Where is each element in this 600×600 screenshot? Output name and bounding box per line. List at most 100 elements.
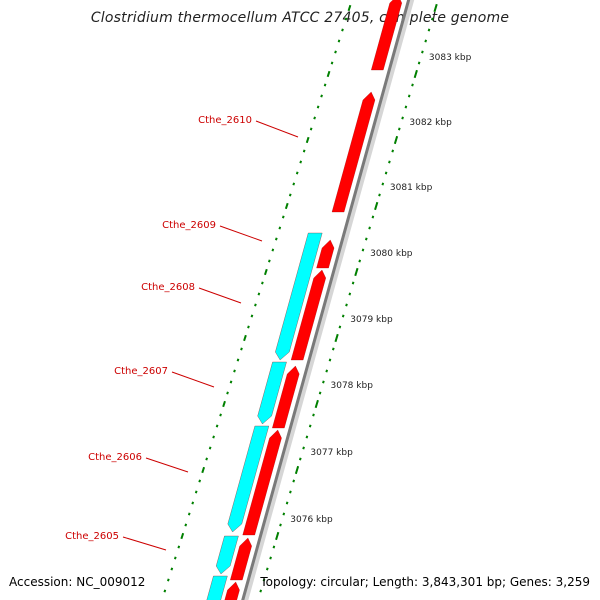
gc-track-tick bbox=[264, 268, 268, 276]
forward-gene-arrow bbox=[242, 429, 282, 536]
gc-track-tick bbox=[222, 400, 226, 408]
gc-track-tick bbox=[177, 545, 181, 549]
gene-group bbox=[206, 0, 402, 600]
outer-scale-track-tick bbox=[308, 424, 312, 428]
gc-track-tick bbox=[295, 171, 299, 175]
outer-scale-track-tick bbox=[341, 314, 345, 318]
reverse-gene-arrow bbox=[275, 232, 323, 361]
gc-track-tick bbox=[302, 149, 306, 153]
outer-scale-track-tick bbox=[322, 380, 325, 384]
gc-track-tick bbox=[247, 325, 250, 329]
gene-label: Cthe_2605 bbox=[65, 531, 119, 542]
forward-gene-arrow bbox=[224, 581, 240, 600]
gene-label-leader bbox=[122, 536, 167, 551]
gc-track-tick bbox=[170, 567, 174, 571]
gc-track-tick bbox=[261, 281, 264, 285]
gc-track-tick bbox=[292, 182, 296, 186]
gene-label: Cthe_2610 bbox=[198, 115, 252, 126]
gc-track-tick bbox=[163, 589, 167, 593]
outer-scale-track-tick bbox=[378, 193, 381, 197]
reverse-gene-arrow bbox=[206, 575, 228, 600]
gene-label-leader bbox=[171, 371, 215, 388]
gc-track-tick bbox=[194, 490, 198, 494]
outer-scale-track-tick bbox=[354, 267, 359, 277]
reverse-gene-arrow bbox=[216, 535, 239, 575]
outer-scale-track-tick bbox=[358, 259, 362, 263]
gc-track-tick bbox=[254, 303, 257, 307]
gene-label-leader bbox=[219, 225, 263, 242]
outer-scale-track-tick bbox=[364, 237, 368, 241]
outer-scale-track-tick bbox=[265, 567, 269, 571]
forward-gene-arrow bbox=[272, 365, 300, 429]
gene-label: Cthe_2608 bbox=[141, 282, 195, 293]
gc-track-tick bbox=[201, 466, 206, 474]
gene-label-leader bbox=[145, 457, 189, 473]
outer-scale-track-tick bbox=[371, 215, 375, 219]
gc-track-tick bbox=[278, 226, 282, 230]
scale-label: 3083 kbp bbox=[429, 53, 472, 63]
gc-track-tick bbox=[236, 358, 240, 362]
outer-scale-track-tick bbox=[424, 39, 428, 43]
outer-scale-track-tick bbox=[348, 292, 352, 296]
outer-scale-track-tick bbox=[262, 578, 266, 582]
gc-track-tick bbox=[215, 424, 219, 428]
gene-label: Cthe_2606 bbox=[88, 452, 142, 463]
outer-scale-track-tick bbox=[345, 303, 348, 307]
gc-track-tick bbox=[330, 61, 334, 65]
outer-scale-track-tick bbox=[381, 182, 385, 186]
gc-track-tick bbox=[337, 39, 341, 43]
gc-track-tick bbox=[341, 28, 344, 32]
label-group: 3083 kbp 3082 kbp 3081 kbp 3080 kbp 3079 kbp… bbox=[65, 53, 471, 542]
gc-track-tick bbox=[299, 160, 303, 164]
gc-track-tick bbox=[229, 380, 233, 384]
outer-scale-track-tick bbox=[314, 399, 319, 409]
outer-scale-track-tick bbox=[397, 127, 401, 131]
gc-track-tick bbox=[208, 446, 212, 450]
backbone-shadow bbox=[243, 0, 415, 600]
scale-label: 3077 kbp bbox=[310, 448, 353, 458]
outer-scale-track-tick bbox=[285, 501, 289, 505]
gc-track-tick bbox=[281, 215, 285, 219]
scale-label: 3080 kbp bbox=[370, 249, 413, 259]
gc-track-tick bbox=[268, 259, 271, 263]
outer-scale-track-tick bbox=[401, 116, 404, 120]
outer-scale-track-tick bbox=[361, 248, 365, 252]
outer-scale-track-tick bbox=[259, 589, 263, 593]
outer-scale-track-tick bbox=[417, 61, 421, 65]
gc-track-tick bbox=[305, 136, 310, 144]
gc-track-tick bbox=[344, 17, 348, 21]
outer-scale-track-tick bbox=[325, 369, 329, 373]
gc-track-tick bbox=[274, 237, 278, 241]
gc-track-tick bbox=[334, 50, 337, 54]
outer-scale-track-tick bbox=[391, 149, 395, 153]
forward-gene-arrow bbox=[290, 269, 326, 361]
outer-scale-track-tick bbox=[302, 446, 305, 450]
gc-track-tick bbox=[257, 292, 261, 296]
outer-scale-track-tick bbox=[305, 435, 309, 439]
reverse-gene-arrow bbox=[257, 361, 287, 425]
leader-group bbox=[122, 120, 299, 551]
gc-track-tick bbox=[243, 334, 247, 342]
scale-label: 3081 kbp bbox=[390, 183, 433, 193]
outer-scale-track-tick bbox=[275, 531, 280, 541]
scale-label: 3076 kbp bbox=[290, 515, 333, 525]
gc-track-tick bbox=[212, 435, 215, 439]
forward-gene-arrow bbox=[331, 91, 376, 213]
gc-track-tick bbox=[191, 501, 195, 505]
gene-label-leader bbox=[255, 120, 299, 138]
outer-scale-track-tick bbox=[368, 226, 371, 230]
outer-scale-track-tick bbox=[411, 83, 414, 87]
outer-scale-track-tick bbox=[298, 457, 302, 461]
outer-scale-track-tick bbox=[272, 545, 276, 549]
outer-scale-track-tick bbox=[427, 28, 431, 32]
gc-track-tick bbox=[347, 4, 352, 12]
gc-track-tick bbox=[326, 70, 331, 78]
scale-label: 3079 kbp bbox=[350, 315, 393, 325]
outer-scale-track-tick bbox=[421, 50, 424, 54]
gc-track-tick bbox=[198, 479, 202, 483]
reverse-gene-arrow bbox=[227, 425, 270, 533]
gene-label: Cthe_2609 bbox=[162, 220, 216, 231]
gc-track-tick bbox=[226, 391, 229, 395]
outer-scale-track-tick bbox=[430, 17, 434, 21]
